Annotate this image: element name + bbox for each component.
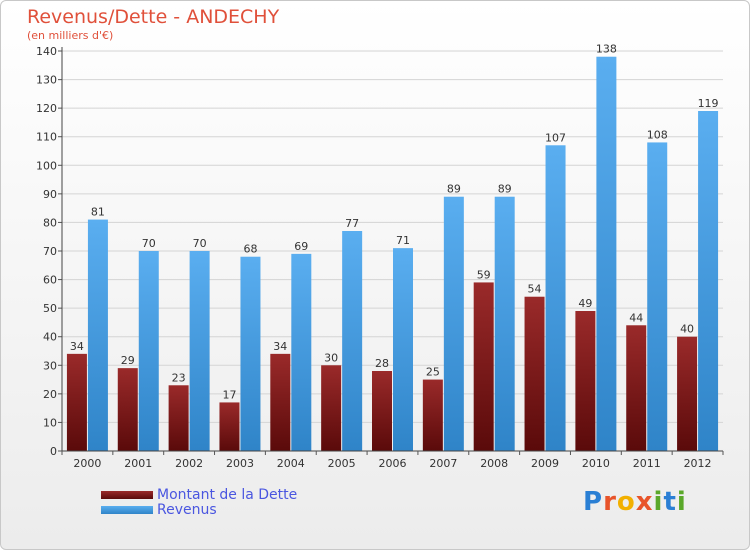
y-tick-label: 130: [36, 74, 57, 87]
data-label: 30: [324, 351, 338, 364]
data-label: 54: [528, 283, 542, 296]
data-label: 17: [222, 388, 236, 401]
proxiti-logo: Proxiti: [583, 487, 687, 517]
data-label: 34: [70, 340, 84, 353]
revenus-bar: [494, 196, 515, 451]
y-tick-label: 20: [43, 388, 57, 401]
debt-bar: [422, 379, 443, 451]
y-tick-label: 10: [43, 416, 57, 429]
debt-bar: [575, 311, 596, 451]
legend-swatch-debt: [101, 490, 153, 499]
x-tick-label: 2007: [429, 457, 457, 470]
debt-bar: [321, 365, 342, 451]
data-label: 89: [498, 183, 512, 196]
y-tick-label: 90: [43, 188, 57, 201]
data-label: 70: [193, 237, 207, 250]
revenus-bar: [291, 253, 312, 451]
y-tick-label: 120: [36, 102, 57, 115]
revenus-bar: [138, 251, 159, 451]
x-tick-label: 2004: [277, 457, 305, 470]
revenus-bar: [240, 256, 261, 451]
y-tick-label: 80: [43, 216, 57, 229]
logo-letter: P: [583, 487, 604, 517]
legend-item-revenus: Revenus: [101, 501, 297, 518]
data-label: 23: [172, 371, 186, 384]
x-tick-label: 2011: [633, 457, 661, 470]
x-tick-label: 2012: [684, 457, 712, 470]
x-tick-label: 2002: [175, 457, 203, 470]
debt-bar: [626, 325, 647, 451]
data-label: 40: [680, 323, 694, 336]
y-tick-label: 0: [50, 445, 57, 458]
revenus-bar: [189, 251, 210, 451]
debt-bar: [677, 336, 698, 451]
data-label: 25: [426, 366, 440, 379]
revenus-bar: [443, 196, 464, 451]
legend-item-debt: Montant de la Dette: [101, 486, 298, 503]
debt-bar: [524, 296, 545, 451]
revenus-bar: [698, 111, 719, 451]
y-tick-label: 60: [43, 274, 57, 287]
logo-letter: r: [603, 487, 617, 517]
revenus-bar: [393, 248, 413, 451]
revenus-bar: [342, 231, 363, 451]
x-tick-label: 2003: [226, 457, 254, 470]
data-label: 108: [647, 128, 668, 141]
debt-bar: [66, 353, 87, 451]
y-tick-label: 40: [43, 331, 57, 344]
debt-bar: [117, 368, 138, 451]
y-tick-label: 50: [43, 302, 57, 315]
x-tick-label: 2006: [379, 457, 407, 470]
data-label: 119: [698, 97, 719, 110]
chart-title: Revenus/Dette - ANDECHY: [27, 6, 280, 28]
data-label: 44: [629, 311, 643, 324]
x-tick-label: 2001: [124, 457, 152, 470]
data-label: 107: [545, 131, 566, 144]
x-tick-label: 2000: [73, 457, 101, 470]
data-label: 69: [294, 240, 308, 253]
x-tick-label: 2010: [582, 457, 610, 470]
logo-letter: o: [616, 487, 636, 517]
revenus-bar: [87, 219, 108, 451]
y-tick-label: 110: [36, 131, 57, 144]
data-label: 59: [477, 268, 491, 281]
data-label: 34: [273, 340, 287, 353]
debt-bar: [372, 371, 392, 451]
data-label: 77: [345, 217, 359, 230]
logo-letter: i: [653, 487, 664, 517]
data-label: 89: [447, 183, 461, 196]
debt-bar: [219, 402, 240, 451]
revenus-bar: [545, 145, 566, 452]
legend-swatch-revenus: [101, 505, 153, 514]
data-label: 138: [596, 43, 617, 56]
y-tick-label: 100: [36, 159, 57, 172]
data-label: 49: [578, 297, 592, 310]
y-tick-label: 30: [43, 359, 57, 372]
chart-subtitle: (en milliers d'€): [27, 29, 114, 42]
y-tick-label: 70: [43, 245, 57, 258]
logo-letter: t: [663, 487, 677, 517]
x-tick-label: 2008: [480, 457, 508, 470]
data-label: 71: [396, 234, 410, 247]
data-label: 81: [91, 206, 105, 219]
logo-letter: x: [635, 487, 654, 517]
data-label: 29: [121, 354, 135, 367]
debt-bar: [473, 282, 494, 451]
debt-bar: [168, 385, 189, 451]
data-label: 68: [243, 243, 257, 256]
data-label: 28: [375, 357, 389, 370]
legend: Montant de la Dette Revenus: [101, 486, 298, 518]
debt-bar: [270, 353, 291, 451]
y-tick-label: 140: [36, 45, 57, 58]
data-label: 70: [142, 237, 156, 250]
legend-label-debt: Montant de la Dette: [157, 486, 298, 503]
revenus-bar: [596, 56, 617, 451]
legend-label-revenus: Revenus: [157, 501, 217, 518]
x-tick-label: 2005: [328, 457, 356, 470]
revenus-bar: [647, 142, 668, 451]
x-tick-label: 2009: [531, 457, 559, 470]
logo-letter: i: [676, 487, 687, 517]
